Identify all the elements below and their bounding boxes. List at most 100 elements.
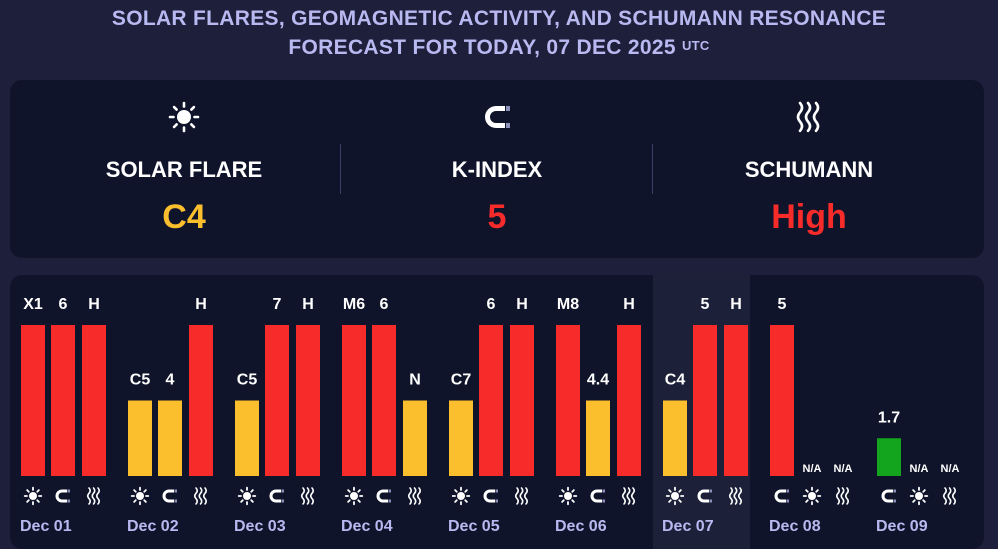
sun-icon [665, 486, 685, 506]
date-label: Dec 08 [769, 518, 821, 535]
bar-label: H [302, 296, 314, 313]
bar-kindex [693, 325, 717, 476]
sun-icon [237, 486, 257, 506]
solar-flare-value: C4 [162, 198, 206, 236]
magnet-icon [483, 489, 498, 503]
bar-kindex [372, 325, 396, 476]
magnet-icon [269, 489, 284, 503]
sun-icon [28, 100, 340, 134]
bar-label: M8 [557, 296, 579, 313]
date-label: Dec 06 [555, 518, 607, 535]
bar-kindex [586, 400, 610, 476]
waves-icon [300, 487, 315, 505]
waves-icon [514, 487, 529, 505]
waves-icon [86, 487, 101, 505]
waves-icon [621, 487, 636, 505]
bar-kindex [158, 400, 182, 476]
title-utc: UTC [681, 38, 710, 53]
bar-label: 6 [487, 296, 496, 313]
date-label: Dec 02 [127, 518, 179, 535]
magnet-icon [697, 489, 712, 503]
summary-schumann: SCHUMANN High [653, 80, 965, 258]
title-line-2-text: FORECAST FOR TODAY, 07 DEC 2025 [288, 36, 676, 59]
k-index-value: 5 [487, 198, 507, 236]
waves-icon [653, 100, 965, 134]
bar-schumann [724, 325, 748, 476]
magnet-icon [341, 100, 653, 134]
bar-label: 4.4 [587, 372, 609, 389]
waves-icon [728, 487, 743, 505]
bar-label: H [730, 296, 742, 313]
magnet-icon [376, 489, 391, 503]
bar-solar [556, 325, 580, 476]
solar-flare-label: SOLAR FLARE [105, 157, 263, 182]
bar-kindex [770, 325, 794, 476]
bar-schumann [617, 325, 641, 476]
magnet-icon [55, 489, 70, 503]
bar-schumann [403, 400, 427, 476]
date-label: Dec 07 [662, 518, 714, 535]
bar-label: 5 [701, 296, 710, 313]
bar-label: N/A [910, 463, 929, 475]
waves-icon [835, 487, 850, 505]
sun-icon [344, 486, 364, 506]
waves-icon [193, 487, 208, 505]
bar-label: N/A [834, 463, 853, 475]
title-line-2: FORECAST FOR TODAY, 07 DEC 2025 UTC [0, 33, 998, 62]
date-label: Dec 01 [20, 518, 72, 535]
bar-label: H [195, 296, 207, 313]
forecast-chart: X1 6 H Dec 01 C5 4 H Dec 02 C5 7 H Dec 03 M6 6 N Dec 04… [20, 296, 960, 535]
forecast-chart-card: X1 6 H Dec 01 C5 4 H Dec 02 C5 7 H Dec 03 M6 6 N Dec 04… [10, 275, 984, 549]
bar-schumann [189, 325, 213, 476]
date-label: Dec 04 [341, 518, 393, 535]
sun-icon [130, 486, 150, 506]
date-label: Dec 05 [448, 518, 500, 535]
bar-solar [128, 400, 152, 476]
waves-icon [942, 487, 957, 505]
magnet-icon [881, 489, 896, 503]
waves-icon [407, 487, 422, 505]
bar-label: H [516, 296, 528, 313]
magnet-icon [162, 489, 177, 503]
bar-label: X1 [23, 296, 43, 313]
date-label: Dec 09 [876, 518, 928, 535]
bar-label: N [409, 372, 421, 389]
bar-label: C5 [130, 372, 151, 389]
bar-label: 7 [273, 296, 282, 313]
magnet-icon [774, 489, 789, 503]
bar-label: N/A [941, 463, 960, 475]
bar-label: C4 [665, 372, 686, 389]
sun-icon [558, 486, 578, 506]
bar-label: H [88, 296, 100, 313]
bar-label: H [623, 296, 635, 313]
schumann-label: SCHUMANN [744, 157, 874, 182]
bar-label: C7 [451, 372, 472, 389]
sun-icon [802, 486, 822, 506]
sun-icon [23, 486, 43, 506]
bar-kindex [51, 325, 75, 476]
bar-kindex [265, 325, 289, 476]
summary-solar-flare: SOLAR FLARE C4 [28, 80, 340, 258]
bar-label: 4 [166, 372, 175, 389]
summary-k-index: K-INDEX 5 [341, 80, 653, 258]
bar-label: 1.7 [878, 409, 900, 426]
page-title: SOLAR FLARES, GEOMAGNETIC ACTIVITY, AND … [0, 4, 998, 62]
bar-label: C5 [237, 372, 258, 389]
bar-kindex [479, 325, 503, 476]
sun-icon [451, 486, 471, 506]
title-line-1: SOLAR FLARES, GEOMAGNETIC ACTIVITY, AND … [111, 7, 887, 30]
summary-card: SOLAR FLARE C4 K-INDEX 5 SCHUMANN Hi [10, 80, 984, 258]
date-label: Dec 03 [234, 518, 286, 535]
bar-solar [449, 400, 473, 476]
bar-schumann [82, 325, 106, 476]
schumann-value: High [771, 198, 847, 236]
bar-schumann [510, 325, 534, 476]
bar-label: M6 [343, 296, 365, 313]
bar-label: 5 [778, 296, 787, 313]
bar-solar [342, 325, 366, 476]
bar-label: 6 [380, 296, 389, 313]
bar-solar [21, 325, 45, 476]
bar-solar [235, 400, 259, 476]
bar-solar [663, 400, 687, 476]
divider [340, 144, 341, 194]
